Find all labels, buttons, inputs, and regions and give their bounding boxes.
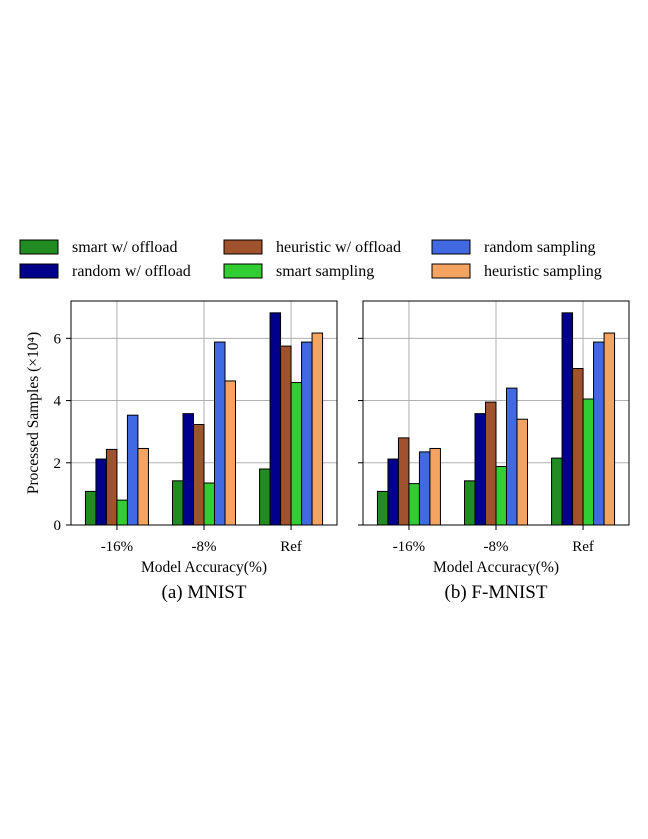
bar xyxy=(193,424,205,526)
legend-label: heuristic sampling xyxy=(484,263,602,280)
y-tick-label: 4 xyxy=(54,394,62,410)
bar xyxy=(269,312,282,526)
ticks-fmnist: -16% -8% Ref xyxy=(358,337,594,555)
y-axis-label-mnist: Processed Samples (×10⁴) xyxy=(25,332,42,494)
legend-item: random sampling xyxy=(431,239,596,256)
bar xyxy=(387,458,399,526)
bar xyxy=(311,332,324,526)
bar xyxy=(561,312,574,526)
legend-swatch xyxy=(431,239,471,255)
bar xyxy=(224,380,236,526)
panel-fmnist: -16% -8% Ref Model Accuracy(%) (b) F-MNIST xyxy=(358,300,630,603)
legend-label: random sampling xyxy=(484,239,596,256)
caption-fmnist: (b) F-MNIST xyxy=(445,582,548,603)
legend-item: heuristic w/ offload xyxy=(223,239,401,256)
bar xyxy=(485,401,497,526)
legend-item: heuristic sampling xyxy=(431,263,602,280)
legend-label: smart sampling xyxy=(276,263,374,280)
legend-swatch xyxy=(223,239,263,255)
bar xyxy=(259,468,271,526)
x-tick-label: -16% xyxy=(393,539,426,555)
bar xyxy=(551,457,563,526)
bar xyxy=(516,418,528,526)
legend-swatch xyxy=(223,263,263,279)
bar xyxy=(572,368,584,526)
x-tick-label: -8% xyxy=(192,539,217,555)
legend-swatch xyxy=(431,263,471,279)
bar xyxy=(464,480,476,526)
legend: smart w/ offload random w/ offload heurist… xyxy=(19,239,602,280)
legend-item: smart sampling xyxy=(223,263,374,280)
x-axis-label-fmnist: Model Accuracy(%) xyxy=(433,559,559,576)
caption-mnist: (a) MNIST xyxy=(162,582,247,603)
bar xyxy=(495,466,507,526)
bar xyxy=(84,490,97,526)
bar xyxy=(408,483,420,526)
bar xyxy=(593,341,605,526)
legend-swatch xyxy=(19,239,59,255)
bar xyxy=(116,499,128,526)
legend-item: smart w/ offload xyxy=(19,239,177,256)
bar xyxy=(137,447,149,526)
legend-item: random w/ offload xyxy=(19,263,191,280)
bar xyxy=(474,413,486,526)
bar xyxy=(203,482,215,526)
bar xyxy=(582,398,595,526)
bar xyxy=(172,480,184,526)
y-tick-label: 6 xyxy=(54,331,62,347)
bar xyxy=(397,437,410,526)
bar xyxy=(95,458,107,526)
x-axis-label-mnist: Model Accuracy(%) xyxy=(141,559,267,576)
legend-label: heuristic w/ offload xyxy=(276,239,401,256)
bar xyxy=(301,341,313,526)
bar xyxy=(429,447,441,526)
legend-label: random w/ offload xyxy=(72,263,191,280)
y-tick-label: 2 xyxy=(54,456,62,472)
x-tick-label: Ref xyxy=(572,539,594,555)
legend-label: smart w/ offload xyxy=(72,239,177,256)
bars-mnist xyxy=(84,312,324,526)
bar xyxy=(126,414,139,526)
bar xyxy=(418,451,431,526)
bar xyxy=(182,413,194,526)
bar xyxy=(214,341,226,526)
bar xyxy=(603,332,616,526)
x-tick-label: Ref xyxy=(280,539,302,555)
ticks-mnist: -16% -8% Ref 0 2 4 6 xyxy=(54,331,302,555)
legend-swatch xyxy=(19,263,59,279)
bars-fmnist xyxy=(376,312,616,526)
bar xyxy=(506,387,518,526)
bar xyxy=(280,345,292,526)
bar xyxy=(105,448,118,526)
y-tick-label: 0 xyxy=(54,518,62,534)
bar xyxy=(376,490,389,526)
x-tick-label: -16% xyxy=(101,539,134,555)
x-tick-label: -8% xyxy=(484,539,509,555)
bar xyxy=(290,382,303,526)
